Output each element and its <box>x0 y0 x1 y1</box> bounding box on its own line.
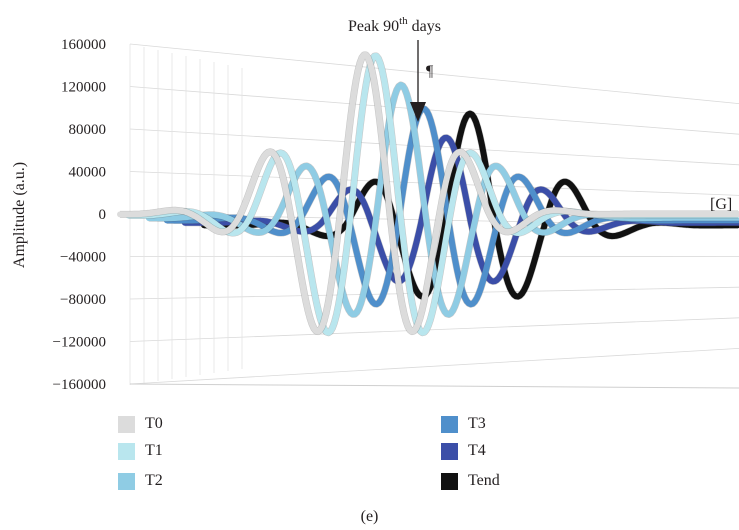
legend-swatch <box>441 415 458 433</box>
y-tick-label: 0 <box>99 207 107 223</box>
peak-annotation-text: Peak 90th days <box>348 15 441 35</box>
legend-item-t0: T0 <box>118 414 163 434</box>
legend-item-t1: T1 <box>118 441 163 461</box>
legend-swatch <box>441 442 458 460</box>
y-tick-label: 40000 <box>69 165 107 181</box>
y-tick-label: 160000 <box>61 37 106 53</box>
series-line-t0 <box>117 52 739 335</box>
gridline <box>129 348 739 385</box>
y-tick-label: 120000 <box>61 80 106 96</box>
legend-label: T4 <box>468 442 486 459</box>
legend-swatch <box>118 415 135 433</box>
legend-label: T1 <box>145 442 163 459</box>
pilcrow-mark: ¶ <box>426 63 434 80</box>
y-axis-title: Amplitude (a.u.) <box>11 162 28 268</box>
y-tick-label: 80000 <box>69 122 107 138</box>
y-tick-label: −120000 <box>53 335 106 351</box>
series-shadow <box>126 52 739 337</box>
legend-swatch <box>118 442 135 460</box>
gridline <box>129 43 739 104</box>
floor-line <box>129 383 739 389</box>
y-tick-label: −160000 <box>53 377 106 393</box>
gate-label: [G] <box>710 196 732 213</box>
legend-item-t3: T3 <box>441 414 486 434</box>
legend-item-t4: T4 <box>441 441 486 461</box>
figure-caption: (e) <box>360 508 379 525</box>
y-axis: 160000 120000 80000 40000 0 −40000 −80000 −1200… <box>53 37 106 393</box>
legend-label: T3 <box>468 415 486 432</box>
series-layer <box>117 51 739 337</box>
legend-label: Tend <box>468 472 500 489</box>
peak-arrow-head <box>410 102 426 122</box>
gridline <box>129 317 739 342</box>
legend-label: T0 <box>145 415 163 432</box>
gridline <box>129 86 739 135</box>
legend-swatch <box>441 472 458 490</box>
legend-item-t2: T2 <box>118 471 163 491</box>
legend-label: T2 <box>145 472 163 489</box>
y-tick-label: −40000 <box>60 250 106 266</box>
legend-item-tend: Tend <box>441 471 500 491</box>
peak-annotation: Peak 90th days ¶ <box>348 15 441 122</box>
legend-swatch <box>118 472 135 490</box>
y-tick-label: −80000 <box>60 292 106 308</box>
gridline <box>129 171 739 196</box>
